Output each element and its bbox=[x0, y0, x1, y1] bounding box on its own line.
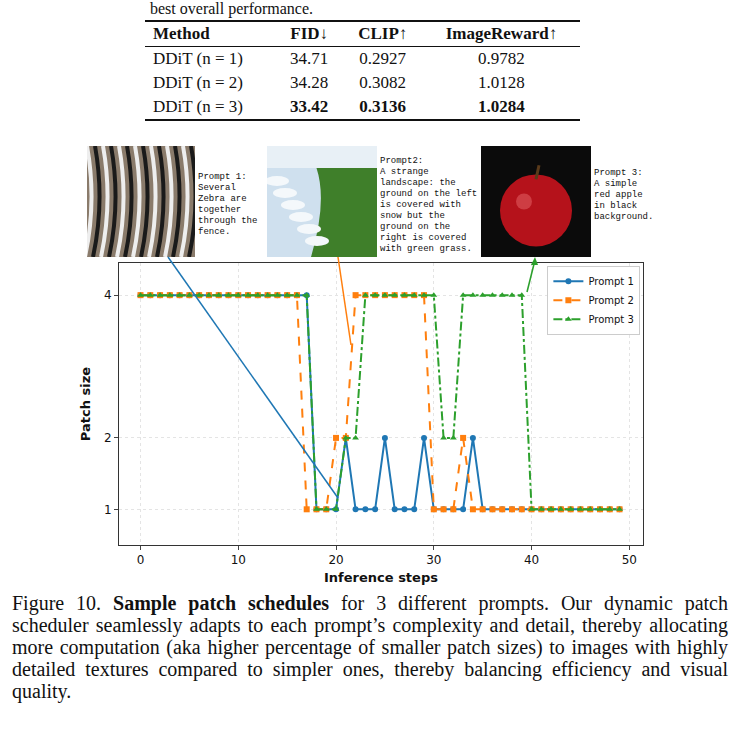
svg-text:Inference steps: Inference steps bbox=[324, 570, 438, 585]
svg-text:Prompt 3: Prompt 3 bbox=[588, 314, 633, 325]
html-text:A simple red apple in black ba: A simple red apple in black background. bbox=[594, 179, 654, 222]
html-text:Several Zebra are together thr: Several Zebra are together through the f… bbox=[198, 183, 258, 237]
html-text:Prompt2:: Prompt2: bbox=[380, 156, 424, 166]
html-text:1.0284: 1.0284 bbox=[478, 97, 525, 116]
html-text:A strange landscape: the groun: A strange landscape: the ground on the l… bbox=[380, 167, 478, 254]
svg-text:0: 0 bbox=[137, 553, 145, 567]
html-text:34.28: 34.28 bbox=[290, 73, 329, 92]
html-text:CLIP↑: CLIP↑ bbox=[358, 24, 408, 43]
svg-text:30: 30 bbox=[426, 553, 441, 567]
html-text:Prompt 1:: Prompt 1: bbox=[198, 172, 247, 182]
svg-text:Patch size: Patch size bbox=[78, 367, 93, 441]
html-text:33.42: 33.42 bbox=[290, 97, 329, 116]
html-text:DDiT (n = 2): DDiT (n = 2) bbox=[153, 73, 243, 92]
html-text:Prompt 3:: Prompt 3: bbox=[594, 168, 643, 178]
html-text:0.3136: 0.3136 bbox=[359, 97, 407, 116]
html-text:DDiT (n = 3): DDiT (n = 3) bbox=[153, 97, 243, 116]
html-text:ImageReward↑: ImageReward↑ bbox=[445, 24, 558, 43]
html-text:0.2927: 0.2927 bbox=[359, 49, 407, 68]
svg-text:10: 10 bbox=[231, 553, 246, 567]
svg-text:1: 1 bbox=[104, 503, 112, 517]
html-text:1.0128: 1.0128 bbox=[478, 73, 525, 92]
html-text:0.9782: 0.9782 bbox=[478, 49, 525, 68]
svg-text:40: 40 bbox=[524, 553, 539, 567]
html-text:DDiT (n = 1): DDiT (n = 1) bbox=[153, 49, 243, 68]
html-text:Figure 10. Sample patch schedu: Figure 10. Sample patch schedules for 3 … bbox=[12, 592, 728, 702]
html-text:0.3082: 0.3082 bbox=[359, 73, 407, 92]
svg-text:4: 4 bbox=[104, 288, 112, 302]
html-text:FID↓: FID↓ bbox=[290, 24, 328, 43]
svg-text:Prompt 2: Prompt 2 bbox=[588, 295, 633, 306]
svg-text:50: 50 bbox=[622, 553, 637, 567]
svg-text:2: 2 bbox=[104, 431, 112, 445]
html-text:Method: Method bbox=[153, 24, 210, 43]
svg-text:20: 20 bbox=[328, 553, 343, 567]
svg-text:Prompt 1: Prompt 1 bbox=[588, 276, 633, 287]
html-text:34.71: 34.71 bbox=[290, 49, 329, 68]
html-text:best overall performance.: best overall performance. bbox=[150, 0, 313, 17]
